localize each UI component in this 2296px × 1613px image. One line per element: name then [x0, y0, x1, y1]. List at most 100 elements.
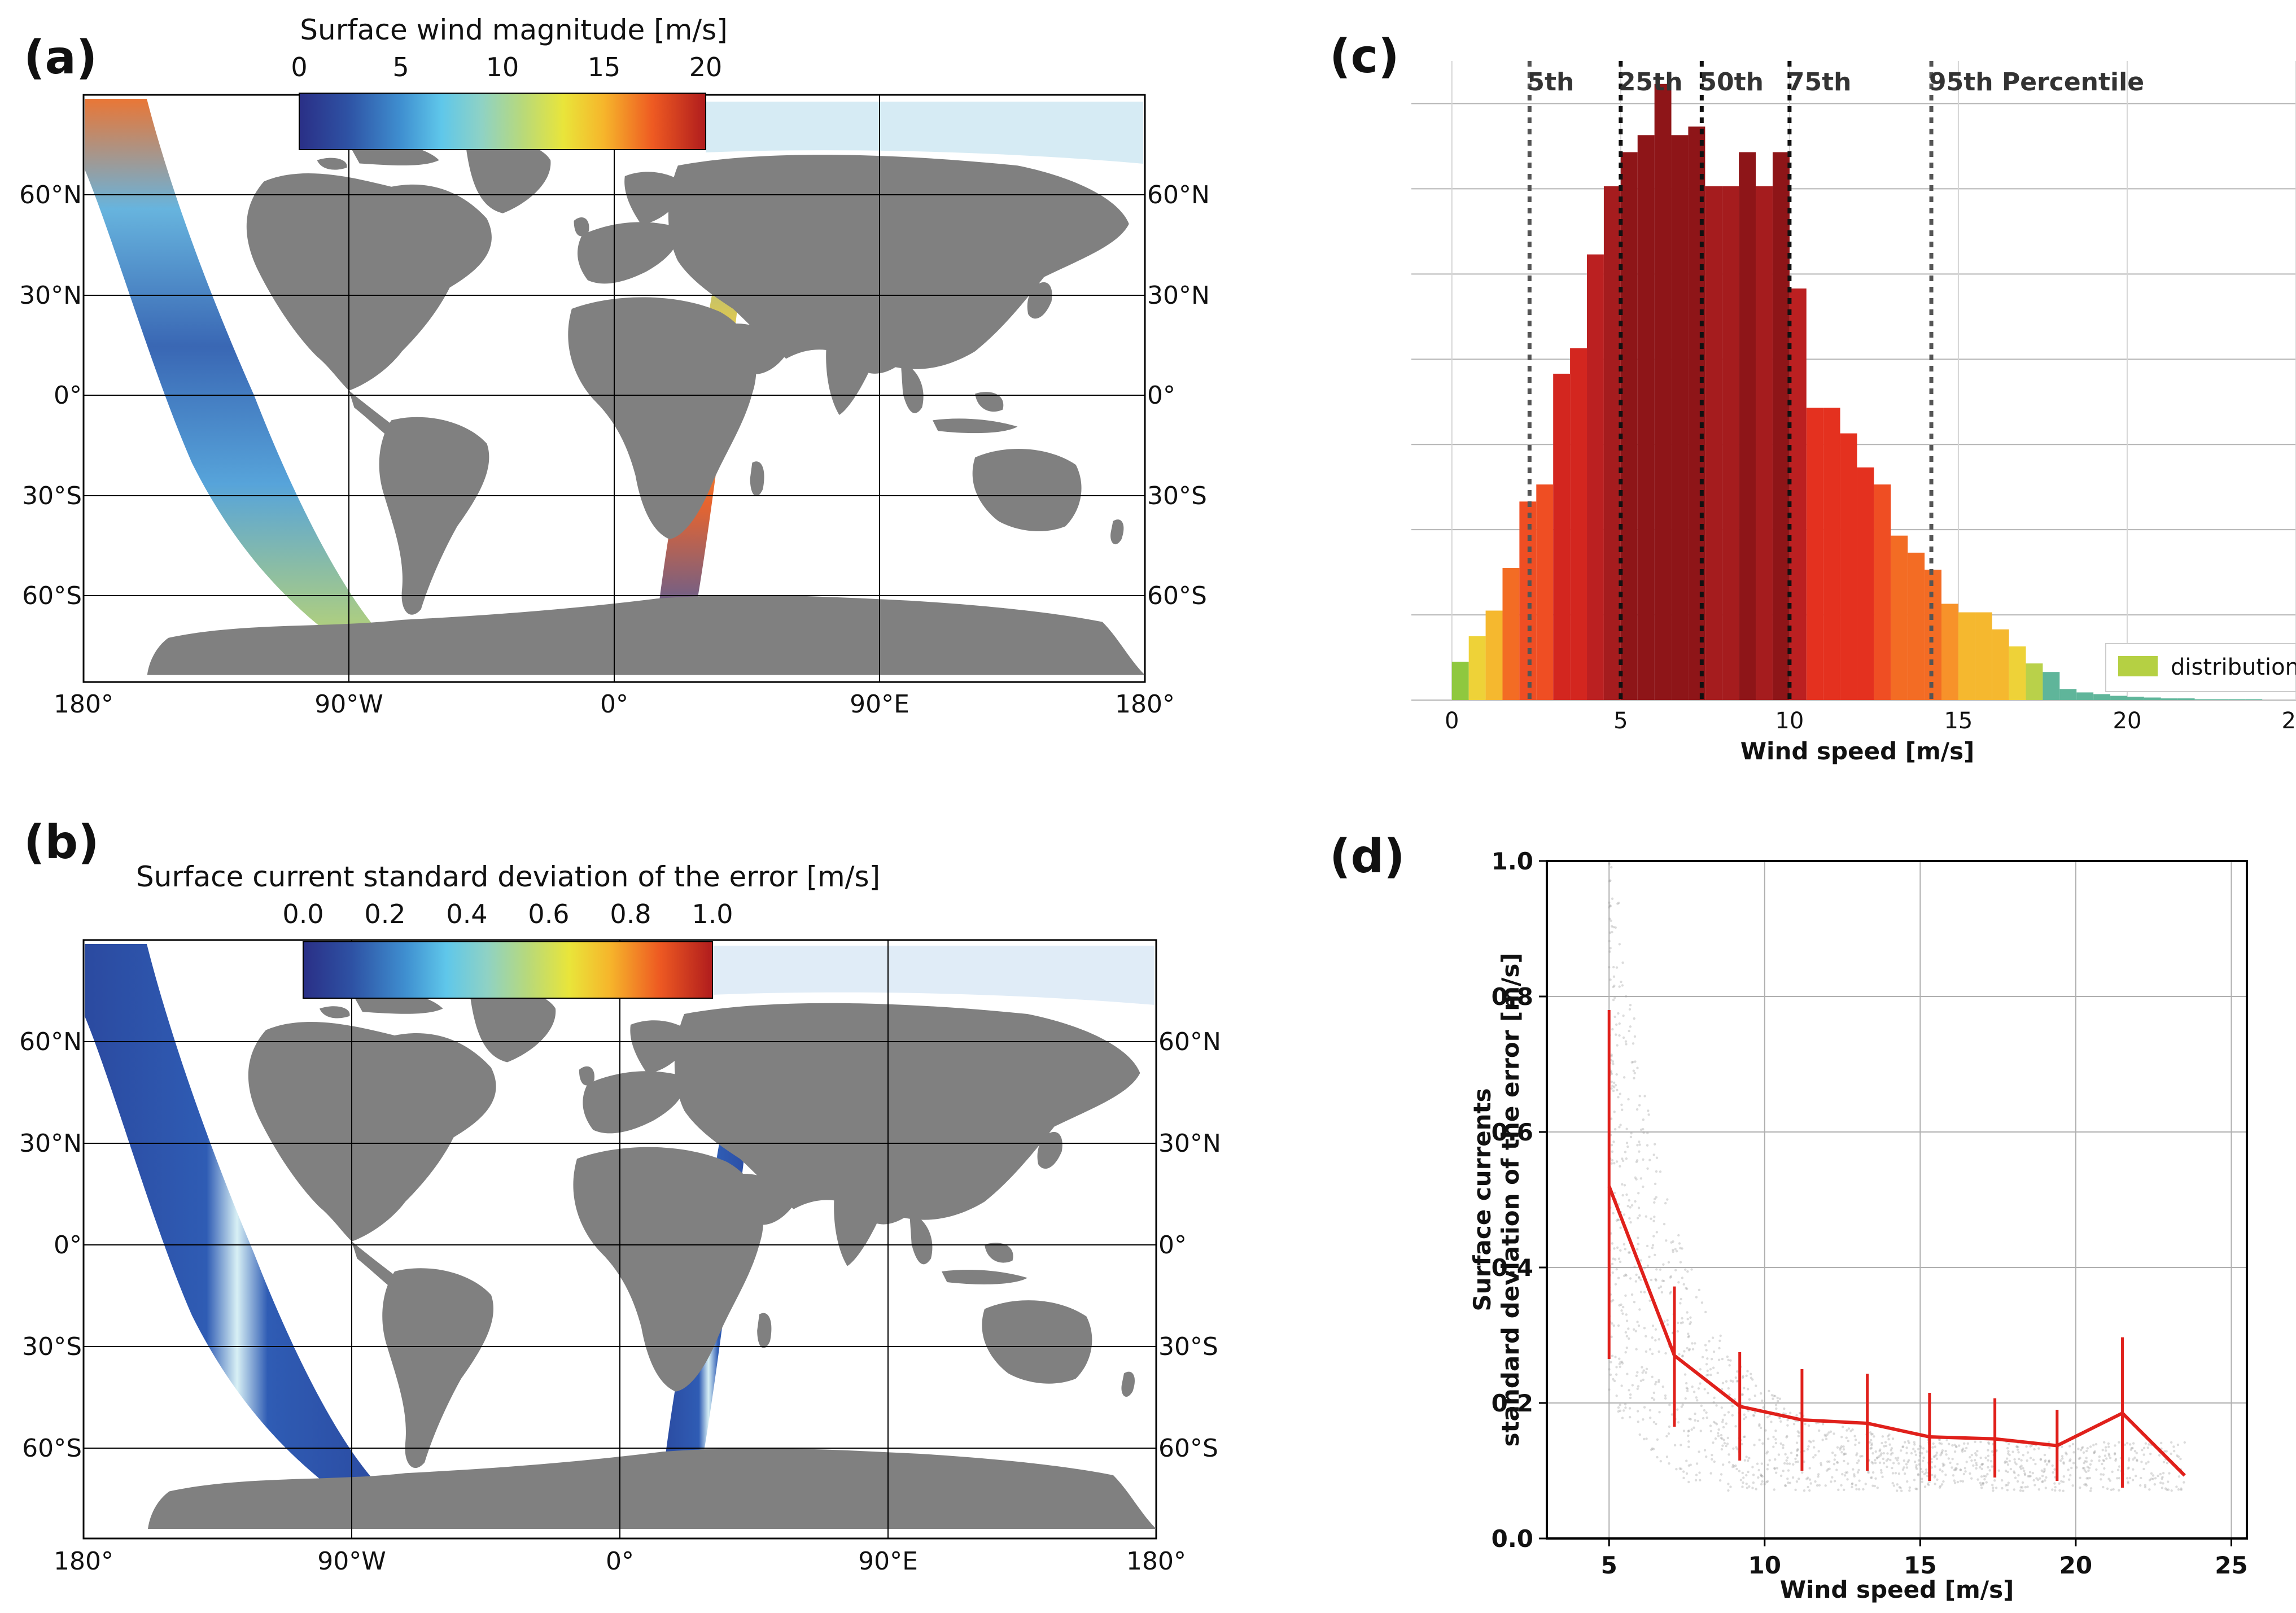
scatter-point: [1869, 1476, 1873, 1479]
scatter-point: [2017, 1451, 2020, 1454]
scatter-point: [1903, 1472, 1906, 1475]
scatter-point: [2013, 1458, 2016, 1461]
scatter-point: [1619, 1092, 1621, 1095]
scatter-point: [1654, 1339, 1657, 1342]
scatter-point: [2135, 1452, 2138, 1454]
scatter-point: [1642, 1185, 1645, 1188]
scatter-point: [1834, 1454, 1837, 1457]
scatter-point: [1721, 1420, 1724, 1423]
scatter-point: [1837, 1488, 1840, 1492]
scatter-point: [1712, 1401, 1715, 1404]
scatter-point: [1962, 1472, 1966, 1476]
scatter-point: [1748, 1398, 1751, 1401]
scatter-point: [1864, 1483, 1867, 1485]
scatter-point: [2078, 1457, 2081, 1460]
scatter-point: [1758, 1423, 1761, 1426]
histogram-bar: [1789, 288, 1807, 700]
scatter-point: [1685, 1382, 1688, 1385]
scatter-point: [1878, 1449, 1881, 1453]
scatter-point: [1648, 1255, 1651, 1258]
scatter-point: [1833, 1463, 1836, 1466]
colorbar-b-tick: 0.0: [282, 899, 323, 929]
scatter-point: [1658, 1287, 1660, 1289]
scatter-point: [2149, 1452, 2152, 1455]
colorbar-a-ticks: 0 5 10 15 20: [291, 52, 722, 82]
scatter-point: [2128, 1443, 2132, 1446]
scatter-point: [1608, 863, 1611, 865]
scatter-point: [1779, 1442, 1782, 1445]
map-a-lon-labels: 180° 90°W 0° 90°E 180°: [54, 690, 1175, 719]
scatter-point: [1857, 1468, 1860, 1472]
scatter-point: [1814, 1454, 1817, 1457]
scatter-point: [2170, 1489, 2173, 1492]
scatter-point: [1645, 1335, 1647, 1337]
scatter-point: [1887, 1458, 1890, 1461]
scatter-point: [1688, 1417, 1691, 1420]
scatter-point: [1775, 1467, 1779, 1470]
scatter-point: [1770, 1394, 1774, 1397]
scatter-point: [1842, 1445, 1845, 1448]
scatter-point: [2053, 1468, 2056, 1471]
scatter-point: [1613, 1258, 1617, 1261]
scatter-point: [2100, 1478, 2102, 1481]
scatter-point: [1686, 1389, 1689, 1392]
panel-b: (b) Surface current standard deviation o…: [19, 816, 1221, 1576]
scatter-point: [1684, 1397, 1687, 1400]
scatter-point: [2004, 1460, 2007, 1463]
scatter-point: [1717, 1432, 1720, 1435]
scatter-point: [1940, 1452, 1943, 1455]
scatter-point: [1610, 1080, 1613, 1083]
scatter-point: [1651, 1375, 1654, 1379]
scatter-point: [1615, 1366, 1618, 1369]
scatter-point: [1945, 1453, 1948, 1456]
scatter-point: [1751, 1378, 1754, 1381]
scatter-point: [2008, 1459, 2011, 1463]
colorbar-a-tick: 5: [392, 52, 409, 82]
histogram-bar: [2043, 672, 2060, 700]
scatter-point: [1871, 1484, 1874, 1487]
scatter-point: [1830, 1480, 1833, 1483]
scatter-point: [1639, 1291, 1643, 1293]
scatter-point: [1735, 1467, 1738, 1471]
histogram-bar: [2009, 646, 2026, 700]
scatter-point: [1712, 1420, 1716, 1424]
scatter-point: [1727, 1489, 1730, 1492]
scatter-point: [1687, 1464, 1691, 1467]
scatter-point: [1642, 1437, 1646, 1441]
scatter-point: [1628, 1008, 1632, 1011]
scatter-point: [1723, 1442, 1726, 1445]
scatter-point: [1878, 1461, 1882, 1464]
scatter-point: [1827, 1468, 1830, 1471]
scatter-point: [2103, 1467, 2106, 1470]
scatter-point: [1653, 1143, 1656, 1146]
scatter-point: [1721, 1388, 1724, 1391]
scatter-point: [1686, 1318, 1689, 1321]
scatter-point: [1650, 1217, 1652, 1220]
scatter-point: [1891, 1472, 1895, 1475]
scatter-point: [1988, 1469, 1991, 1472]
scatter-point: [1921, 1470, 1924, 1474]
histogram-bar: [1519, 501, 1537, 700]
histogram-bar: [2245, 699, 2263, 700]
scatter-point: [1857, 1441, 1861, 1444]
scatter-point: [1646, 1167, 1649, 1170]
scatter-point: [1610, 1335, 1613, 1339]
scatter-point: [1921, 1459, 1925, 1462]
scatter-point: [1746, 1370, 1749, 1372]
histogram-bar: [1908, 552, 1925, 700]
scatter-point: [1645, 1371, 1647, 1374]
scatter-point: [2061, 1455, 2064, 1458]
scatter-point: [1669, 1276, 1672, 1279]
scatter-point: [1935, 1457, 1939, 1461]
scatter-point: [1636, 1387, 1639, 1391]
scatter-point: [1689, 1463, 1692, 1466]
scatter-point: [1663, 1320, 1666, 1323]
scatter-point: [1950, 1466, 1953, 1469]
scatter-point: [1609, 879, 1612, 882]
scatter-point: [2035, 1477, 2038, 1480]
scatter-point: [1655, 1380, 1658, 1384]
scatter-point: [1726, 1436, 1729, 1440]
scatter-point: [2044, 1460, 2046, 1463]
scatter-point: [1614, 1084, 1617, 1087]
scatter-point: [1659, 1170, 1662, 1173]
